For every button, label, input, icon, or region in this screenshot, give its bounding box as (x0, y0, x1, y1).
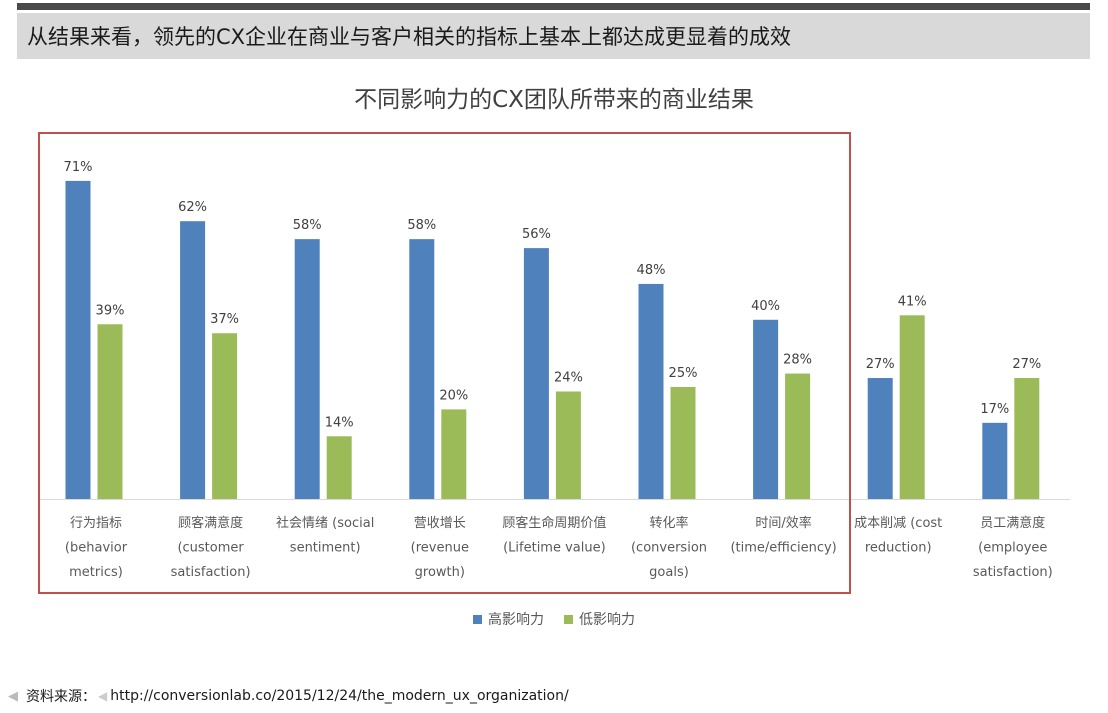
data-label-low-2: 14% (325, 415, 354, 430)
bar-high-3 (409, 239, 435, 500)
data-label-low-7: 41% (898, 294, 927, 309)
bar-high-5 (638, 283, 664, 499)
chart-legend: 高影响力 低影响力 (0, 609, 1108, 629)
category-label-1-0: 顾客满意度 (178, 515, 243, 531)
back-arrow-icon: ◀ (8, 688, 18, 704)
source-line: ◀ 资料来源： ◀ http://conversionlab.co/2015/1… (8, 686, 569, 706)
bar-low-5 (670, 386, 696, 499)
category-label-2-1: sentiment) (290, 541, 361, 556)
data-label-high-1: 62% (178, 200, 207, 215)
data-label-low-1: 37% (210, 312, 239, 327)
headline-text: 从结果来看，领先的CX企业在商业与客户相关的指标上基本上都达成更显着的成效 (27, 25, 792, 49)
link-arrow-icon: ◀ (98, 689, 108, 703)
bar-high-6 (753, 319, 779, 499)
bar-high-1 (180, 221, 206, 499)
bar-high-8 (982, 422, 1008, 499)
category-label-4-1: (Lifetime value) (503, 541, 606, 556)
data-label-low-4: 24% (554, 370, 583, 385)
bar-high-7 (867, 378, 893, 499)
data-label-low-6: 28% (783, 353, 812, 368)
category-label-5-0: 转化率 (649, 515, 688, 531)
category-label-5-2: goals) (649, 565, 689, 580)
category-label-6-0: 时间/效率 (755, 515, 811, 531)
category-label-3-1: (revenue (411, 541, 469, 556)
data-label-high-2: 58% (293, 218, 322, 233)
data-label-high-8: 17% (980, 402, 1009, 417)
legend-label-low: 低影响力 (579, 612, 635, 628)
category-label-5-1: (conversion (631, 541, 707, 556)
data-label-high-0: 71% (64, 160, 93, 175)
headline-banner: 从结果来看，领先的CX企业在商业与客户相关的指标上基本上都达成更显着的成效 (17, 13, 1090, 59)
source-label: 资料来源： (26, 689, 96, 705)
category-label-8-0: 员工满意度 (980, 515, 1045, 531)
category-label-8-1: (employee (978, 541, 1047, 556)
category-label-0-1: (behavior (65, 541, 128, 556)
bar-high-4 (523, 248, 549, 499)
bar-low-4 (555, 391, 581, 499)
data-label-high-6: 40% (751, 299, 780, 314)
category-label-3-0: 营收增长 (414, 516, 466, 531)
category-label-1-2: satisfaction) (171, 565, 251, 580)
data-label-low-5: 25% (669, 366, 698, 381)
category-label-8-2: satisfaction) (973, 565, 1053, 580)
legend-label-high: 高影响力 (488, 612, 544, 628)
bar-low-0 (97, 324, 123, 499)
data-label-high-5: 48% (637, 263, 666, 278)
data-label-low-8: 27% (1012, 357, 1041, 372)
bar-low-3 (441, 409, 467, 499)
bar-low-2 (326, 436, 352, 499)
category-label-1-1: (customer (177, 541, 244, 556)
category-label-7-0: 成本削减 (cost (854, 516, 942, 531)
chart-title: 不同影响力的CX团队所带来的商业结果 (354, 87, 754, 113)
category-label-0-0: 行为指标 (70, 516, 122, 531)
category-label-7-1: reduction) (865, 541, 932, 556)
category-label-6-1: (time/efficiency) (730, 541, 836, 556)
category-label-2-0: 社会情绪 (social (276, 515, 374, 531)
data-label-high-3: 58% (407, 218, 436, 233)
legend-item-low: 低影响力 (564, 609, 635, 629)
category-label-0-2: metrics) (69, 565, 123, 580)
bar-low-1 (212, 333, 238, 499)
data-label-high-7: 27% (866, 357, 895, 372)
bar-low-7 (899, 315, 925, 499)
category-label-4-0: 顾客生命周期价值 (502, 515, 606, 531)
legend-swatch-low (564, 614, 573, 624)
highlight-box (38, 132, 851, 594)
category-label-3-2: growth) (415, 565, 465, 580)
source-url[interactable]: http://conversionlab.co/2015/12/24/the_m… (110, 688, 569, 704)
top-rule (17, 3, 1090, 10)
bar-low-6 (785, 373, 811, 499)
legend-item-high: 高影响力 (473, 609, 544, 629)
bar-low-8 (1014, 378, 1040, 499)
data-label-high-4: 56% (522, 227, 551, 242)
bar-high-0 (65, 180, 91, 499)
legend-swatch-high (473, 614, 482, 624)
data-label-low-0: 39% (96, 303, 125, 318)
bar-high-2 (294, 239, 320, 500)
data-label-low-3: 20% (439, 388, 468, 403)
